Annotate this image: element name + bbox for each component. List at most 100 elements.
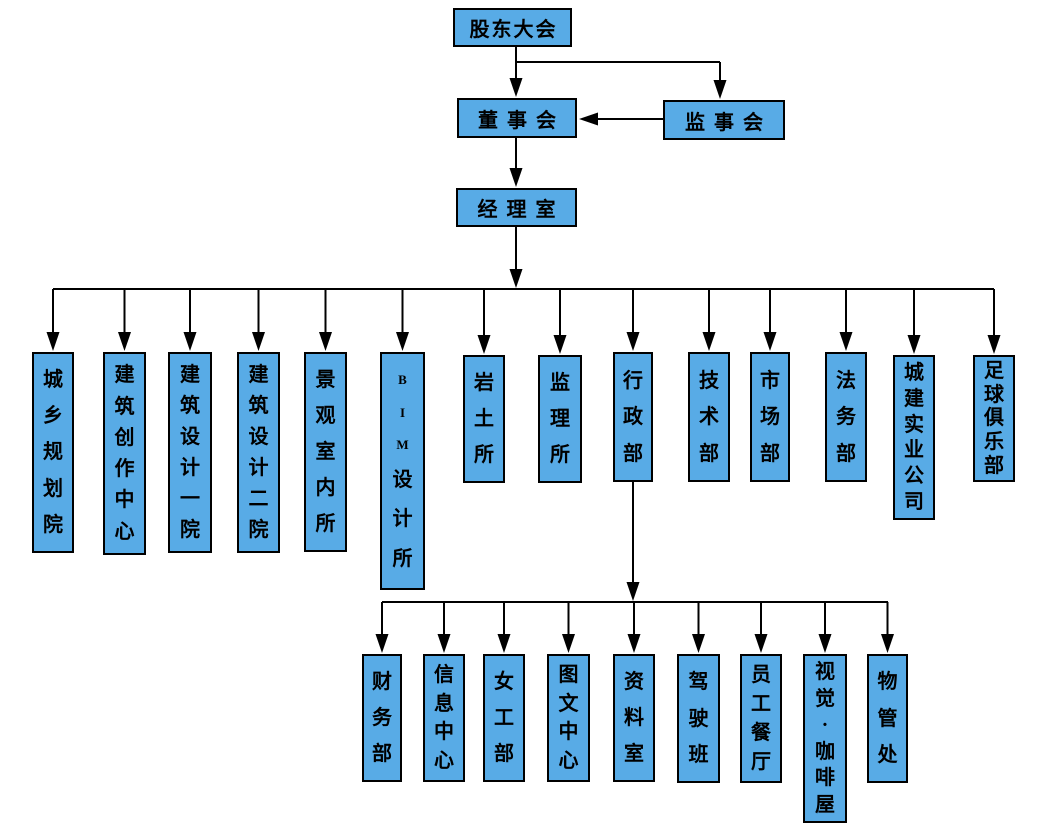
org-box-char: 球 (984, 383, 1004, 406)
org-box-char: 物 (877, 671, 898, 694)
org-box-char: 处 (877, 743, 898, 766)
org-box-char: 厅 (751, 751, 771, 773)
org-box-label: 股东大会 (469, 19, 558, 41)
org-box-char: 室 (315, 441, 336, 463)
org-box-char: 城 (904, 361, 924, 384)
org-box-char: · (821, 714, 829, 737)
org-box-dept-10: 市场部 (750, 352, 790, 482)
org-box-char: 图 (558, 663, 579, 686)
org-box-char: 中 (558, 721, 579, 744)
org-box-char: 建 (180, 364, 200, 386)
org-box-admin-5: 驾驶班 (677, 654, 720, 783)
org-box-char: 工 (751, 693, 771, 715)
org-box-char: 室 (624, 743, 644, 765)
org-box-admin-6: 员工餐厅 (740, 654, 782, 783)
org-box-char: 视 (815, 661, 835, 684)
org-box-char: 部 (699, 442, 719, 465)
org-box-admin-8: 物管处 (867, 654, 908, 783)
org-box-char: 心 (434, 750, 454, 773)
org-box-char: 业 (904, 439, 924, 462)
org-box-char: 城 (43, 369, 63, 392)
org-box-dept-2: 建筑设计一院 (168, 352, 212, 553)
org-box-dept-8: 行政部 (613, 352, 653, 482)
org-box-char: 觉 (815, 687, 835, 710)
org-box-char: 创 (114, 426, 135, 449)
org-box-char: M (396, 436, 409, 452)
org-box-shareholders-meeting: 股东大会 (453, 8, 572, 47)
org-box-char: 岩 (474, 372, 494, 394)
org-box-admin-0: 财务部 (362, 654, 402, 782)
org-box-dept-6: 岩土所 (463, 355, 505, 483)
org-box-char: 筑 (180, 395, 200, 417)
org-box-char: 中 (434, 721, 454, 744)
org-box-label: 监事会 (685, 111, 772, 134)
org-box-char: B (398, 372, 407, 388)
org-box-dept-0: 城乡规划院 (32, 352, 74, 553)
org-box-char: 乡 (43, 405, 63, 428)
org-box-dept-11: 法务部 (825, 352, 867, 482)
org-box-char: 土 (474, 408, 494, 430)
org-box-char: 心 (114, 520, 135, 543)
org-box-char: 资 (624, 671, 644, 693)
org-box-dept-9: 技术部 (688, 352, 730, 482)
org-box-char: 一 (180, 488, 200, 510)
org-box-char: 心 (558, 750, 579, 773)
org-box-char: 俱 (984, 407, 1004, 430)
org-box-dept-3: 建筑设计二院 (237, 352, 280, 553)
org-box-char: 所 (550, 444, 570, 466)
org-box-dept-13: 足球俱乐部 (973, 355, 1015, 482)
org-box-char: 院 (180, 519, 200, 541)
org-box-char: 建 (114, 364, 135, 387)
org-box-char: 中 (114, 489, 135, 512)
org-box-char: 餐 (751, 722, 771, 744)
org-box-char: 部 (623, 442, 643, 465)
org-box-char: 院 (248, 519, 269, 541)
org-box-char: 理 (550, 408, 570, 430)
org-box-char: 部 (836, 442, 856, 465)
org-box-char: 务 (372, 707, 392, 729)
org-box-char: 咖 (815, 740, 835, 763)
org-box-char: 设 (248, 426, 269, 448)
org-box-char: 部 (494, 743, 514, 765)
org-box-char: 景 (315, 369, 336, 391)
org-box-label: 经理室 (477, 199, 565, 221)
org-box-char: 文 (558, 692, 579, 715)
org-box-char: 女 (494, 671, 514, 693)
org-box-char: 管 (877, 707, 898, 730)
org-box-char: 所 (315, 513, 336, 535)
org-box-char: 财 (372, 671, 392, 693)
org-box-char: 部 (984, 455, 1004, 478)
org-box-board-of-directors: 董事会 (457, 98, 577, 138)
org-box-char: 驶 (688, 707, 709, 730)
org-box-char: 监 (550, 372, 570, 394)
org-box-char: 筑 (114, 395, 135, 418)
org-box-char: 设 (180, 426, 200, 448)
org-box-char: 公 (904, 465, 924, 488)
org-box-char: 足 (984, 359, 1004, 382)
org-box-char: 术 (699, 406, 719, 428)
org-box-char: 员 (751, 664, 771, 686)
org-box-char: 院 (43, 513, 63, 536)
org-box-char: 筑 (248, 395, 269, 417)
org-box-char: 班 (688, 743, 709, 766)
org-box-char: I (399, 404, 406, 420)
org-box-char: 实 (904, 413, 924, 436)
org-box-char: 驾 (688, 671, 709, 694)
org-box-char: 建 (904, 387, 924, 410)
org-box-char: 屋 (815, 793, 835, 816)
org-box-char: 乐 (984, 431, 1004, 454)
org-box-char: 所 (392, 547, 413, 570)
org-box-char: 部 (760, 442, 780, 465)
org-box-char: 息 (434, 692, 454, 715)
org-box-char: 法 (836, 369, 856, 392)
org-box-char: 计 (248, 457, 269, 479)
org-box-char: 司 (904, 491, 924, 514)
org-box-char: 啡 (815, 767, 835, 790)
org-box-label: 董事会 (478, 109, 565, 132)
org-box-dept-12: 城建实业公司 (893, 355, 935, 520)
org-box-char: 信 (434, 663, 454, 686)
org-box-char: 技 (699, 369, 719, 392)
org-box-admin-7: 视觉 · 咖啡屋 (803, 654, 847, 823)
